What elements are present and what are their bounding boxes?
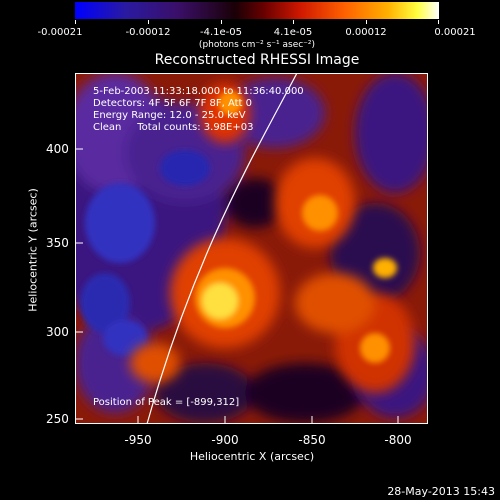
colorbar-tick-label: 0.00012: [345, 27, 387, 38]
y-tick-label: 400: [46, 142, 69, 156]
y-tick-label: 350: [46, 236, 69, 250]
annotation-energy-range: Energy Range: 12.0 - 25.0 keV: [93, 110, 246, 121]
annotation-time-range: 5-Feb-2003 11:33:18.000 to 11:36:40.000: [93, 86, 304, 97]
colorbar-tick-label: -0.00012: [125, 27, 171, 38]
colorbar-tick: [366, 20, 367, 24]
colorbar-tick: [221, 20, 222, 24]
colorbar-tick-label: -0.00021: [37, 27, 83, 38]
colorbar-units: (photons cm⁻² s⁻¹ asec⁻²): [198, 40, 316, 50]
x-tick-label: -900: [211, 433, 239, 447]
colorbar-tick: [148, 20, 149, 24]
y-axis-label: Heliocentric Y (arcsec): [26, 188, 40, 312]
rhessi-image: [75, 73, 428, 424]
annotation-detectors: Detectors: 4F 5F 6F 7F 8F, Att 0: [93, 98, 253, 109]
colorbar-tick-label: -4.1e-05: [200, 27, 242, 38]
x-tick-label: -950: [124, 433, 152, 447]
colorbar-tick-label: 0.00021: [434, 27, 476, 38]
annotation-counts: Clean Total counts: 3.98E+03: [93, 122, 254, 133]
peak-position-label: Position of Peak = [-899,312]: [93, 397, 240, 408]
colorbar-tick: [293, 20, 294, 24]
colorbar: [75, 2, 439, 19]
x-tick-label: -800: [384, 433, 412, 447]
observation-annotation: 5-Feb-2003 11:33:18.000 to 11:36:40.000 D…: [93, 86, 304, 134]
x-axis-label: Heliocentric X (arcsec): [189, 450, 315, 463]
y-tick-label: 250: [46, 412, 69, 426]
x-tick-label: -850: [298, 433, 326, 447]
plot-title: Reconstructed RHESSI Image: [154, 52, 360, 68]
colorbar-tick: [438, 20, 439, 24]
y-tick-label: 300: [46, 325, 69, 339]
timestamp: 28-May-2013 15:43: [387, 485, 495, 498]
colorbar-tick-label: 4.1e-05: [273, 27, 313, 38]
colorbar-tick: [75, 20, 76, 24]
